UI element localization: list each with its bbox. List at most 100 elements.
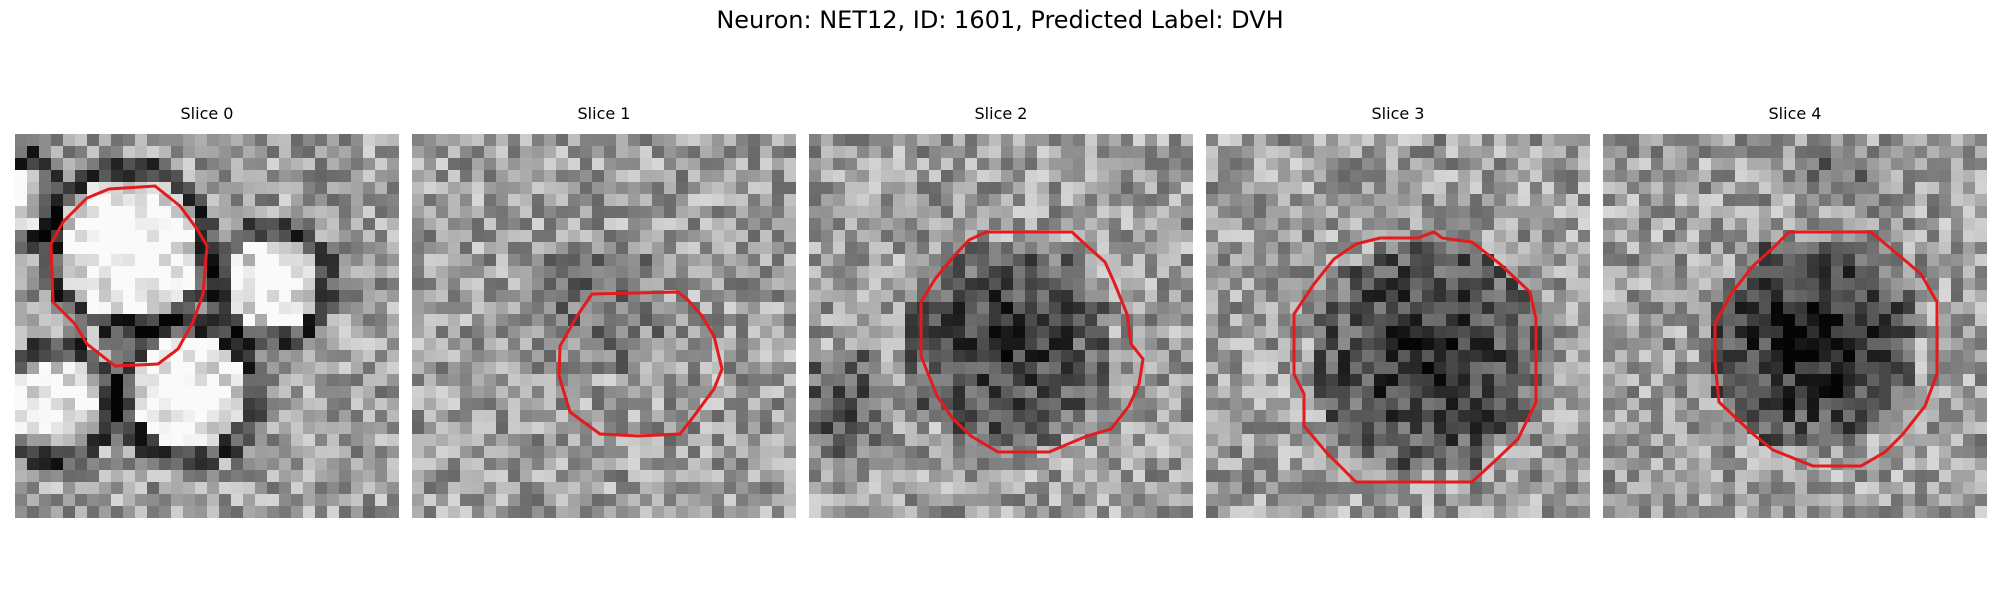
pixel [363, 314, 375, 326]
pixel [1446, 158, 1458, 170]
pixel [1951, 278, 1963, 290]
pixel [580, 158, 592, 170]
pixel [1867, 422, 1879, 434]
pixel [1434, 302, 1446, 314]
pixel [1362, 398, 1374, 410]
pixel [255, 146, 267, 158]
pixel [351, 494, 363, 506]
pixel [748, 218, 760, 230]
pixel [929, 314, 941, 326]
pixel [1494, 494, 1506, 506]
pixel [1290, 506, 1302, 518]
pixel [279, 290, 291, 302]
pixel [159, 350, 171, 362]
pixel [1566, 158, 1578, 170]
pixel [279, 446, 291, 458]
pixel [676, 482, 688, 494]
pixel [231, 314, 243, 326]
pixel [1675, 230, 1687, 242]
pixel [616, 422, 628, 434]
pixel [941, 338, 953, 350]
pixel [1145, 482, 1157, 494]
pixel [1867, 350, 1879, 362]
pixel [1939, 170, 1951, 182]
pixel [965, 158, 977, 170]
pixel [1506, 314, 1518, 326]
pixel [1398, 446, 1410, 458]
pixel [135, 242, 147, 254]
pixel [1061, 326, 1073, 338]
pixel [448, 446, 460, 458]
pixel [375, 206, 387, 218]
pixel [977, 362, 989, 374]
pixel [1651, 230, 1663, 242]
pixel [1711, 446, 1723, 458]
pixel [1494, 470, 1506, 482]
pixel [1807, 278, 1819, 290]
pixel [1001, 278, 1013, 290]
pixel [1759, 146, 1771, 158]
pixel [1795, 410, 1807, 422]
pixel [772, 218, 784, 230]
pixel [1542, 410, 1554, 422]
pixel [339, 314, 351, 326]
pixel [1242, 434, 1254, 446]
pixel [1302, 170, 1314, 182]
pixel [833, 242, 845, 254]
pixel [1963, 422, 1975, 434]
pixel [616, 278, 628, 290]
pixel [1807, 170, 1819, 182]
pixel [1242, 410, 1254, 422]
pixel [123, 218, 135, 230]
pixel [1422, 326, 1434, 338]
pixel [917, 266, 929, 278]
pixel [580, 254, 592, 266]
pixel [760, 158, 772, 170]
pixel [905, 458, 917, 470]
pixel [821, 350, 833, 362]
pixel [736, 338, 748, 350]
pixel [147, 134, 159, 146]
pixel [1566, 230, 1578, 242]
pixel [123, 194, 135, 206]
pixel [1254, 314, 1266, 326]
pixel [171, 158, 183, 170]
pixel [291, 266, 303, 278]
pixel [1975, 146, 1987, 158]
pixel [580, 266, 592, 278]
pixel [953, 254, 965, 266]
pixel [75, 230, 87, 242]
pixel [327, 398, 339, 410]
pixel [1230, 302, 1242, 314]
pixel [736, 434, 748, 446]
pixel [1615, 290, 1627, 302]
pixel [375, 242, 387, 254]
slice-image-0 [15, 134, 399, 518]
pixel [1506, 194, 1518, 206]
pixel [219, 266, 231, 278]
pixel [1206, 206, 1218, 218]
pixel [1206, 422, 1218, 434]
pixel [1302, 338, 1314, 350]
pixel [1795, 218, 1807, 230]
pixel [171, 266, 183, 278]
pixel [1470, 302, 1482, 314]
pixel [472, 434, 484, 446]
pixel [1230, 338, 1242, 350]
pixel [1398, 458, 1410, 470]
pixel [1181, 242, 1193, 254]
pixel [412, 170, 424, 182]
pixel [760, 338, 772, 350]
pixel [315, 182, 327, 194]
pixel [592, 266, 604, 278]
pixel [977, 158, 989, 170]
pixel [1939, 362, 1951, 374]
pixel [327, 314, 339, 326]
pixel [472, 470, 484, 482]
pixel [1410, 470, 1422, 482]
pixel [51, 314, 63, 326]
pixel [1747, 314, 1759, 326]
pixel [1759, 134, 1771, 146]
pixel [1458, 398, 1470, 410]
slice-title-1: Slice 1 [577, 104, 631, 123]
